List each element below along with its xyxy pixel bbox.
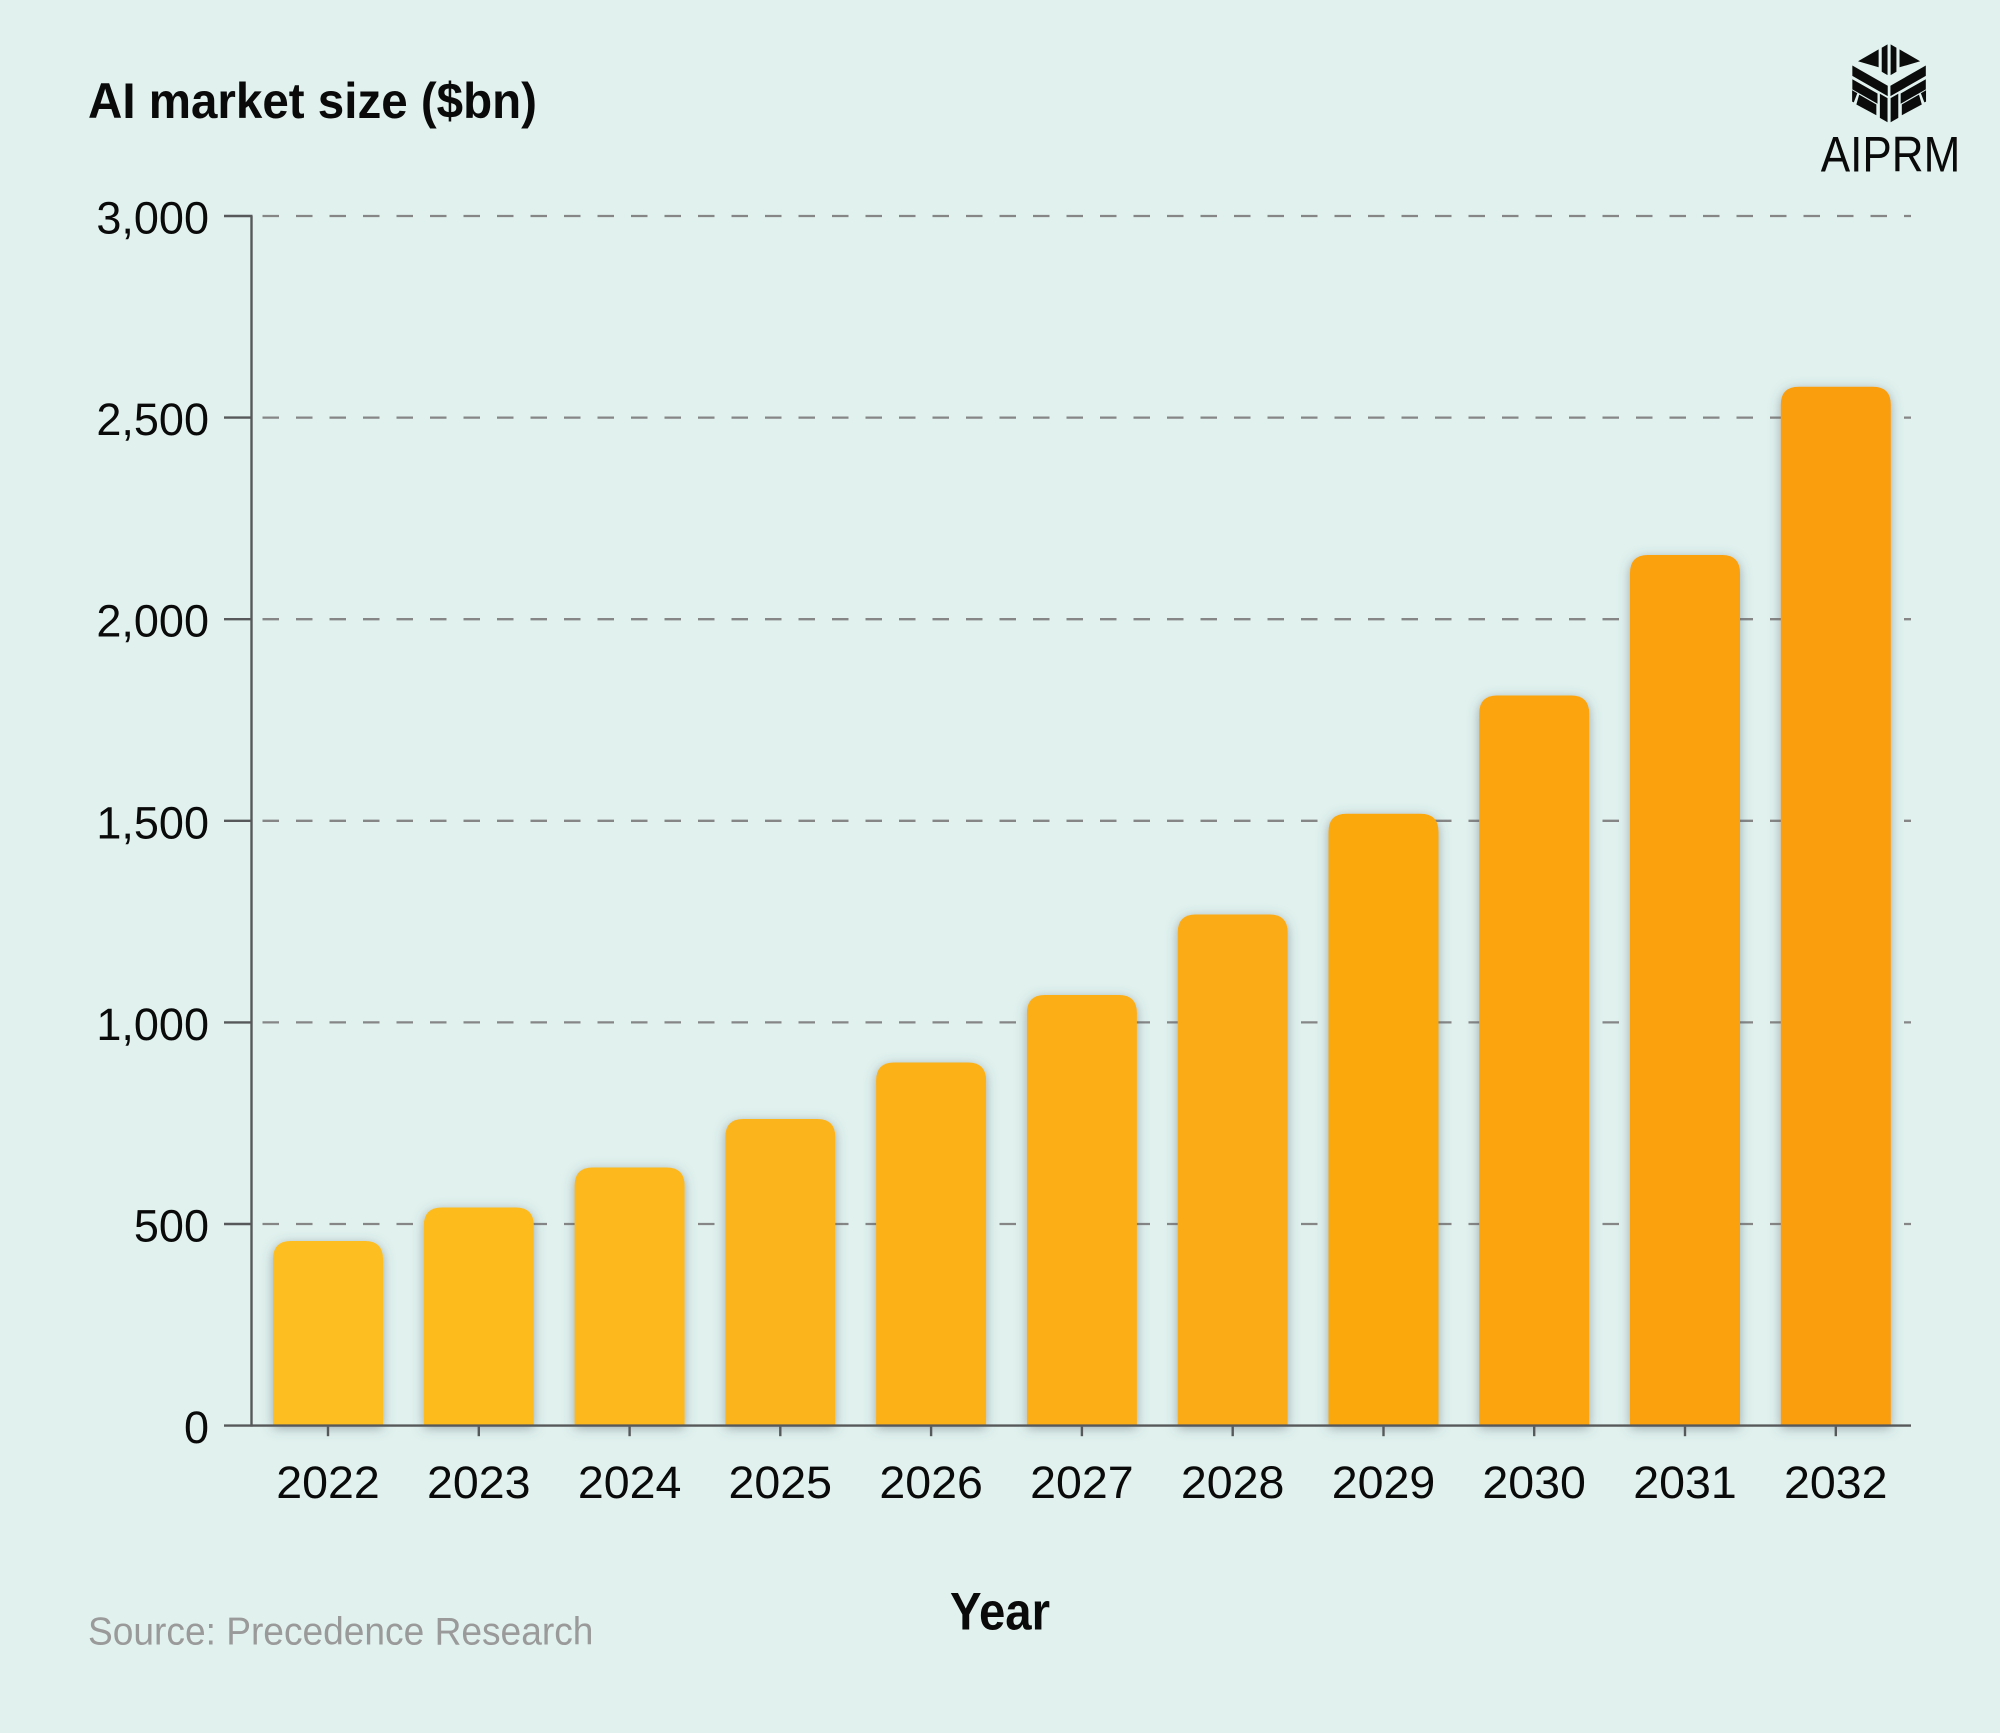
- svg-text:Year: Year: [950, 1583, 1050, 1642]
- svg-text:2025: 2025: [729, 1457, 833, 1508]
- svg-text:2,000: 2,000: [96, 596, 209, 647]
- svg-text:2027: 2027: [1030, 1457, 1134, 1508]
- svg-text:500: 500: [134, 1201, 209, 1252]
- svg-text:Source: Precedence Research: Source: Precedence Research: [88, 1611, 593, 1654]
- svg-text:2,500: 2,500: [96, 394, 209, 445]
- svg-text:2028: 2028: [1181, 1457, 1285, 1508]
- svg-text:1,000: 1,000: [96, 999, 209, 1050]
- svg-text:2029: 2029: [1332, 1457, 1436, 1508]
- svg-text:2032: 2032: [1784, 1457, 1888, 1508]
- svg-text:2030: 2030: [1482, 1457, 1586, 1508]
- svg-text:2026: 2026: [879, 1457, 983, 1508]
- svg-text:2031: 2031: [1633, 1457, 1737, 1508]
- svg-text:0: 0: [184, 1402, 209, 1453]
- svg-text:2023: 2023: [427, 1457, 531, 1508]
- svg-text:1,500: 1,500: [96, 797, 209, 848]
- svg-text:3,000: 3,000: [96, 193, 209, 244]
- svg-text:2024: 2024: [578, 1457, 682, 1508]
- svg-text:2022: 2022: [276, 1457, 380, 1508]
- svg-text:AIPRM: AIPRM: [1821, 126, 1961, 182]
- svg-text:AI market size ($bn): AI market size ($bn): [88, 72, 537, 129]
